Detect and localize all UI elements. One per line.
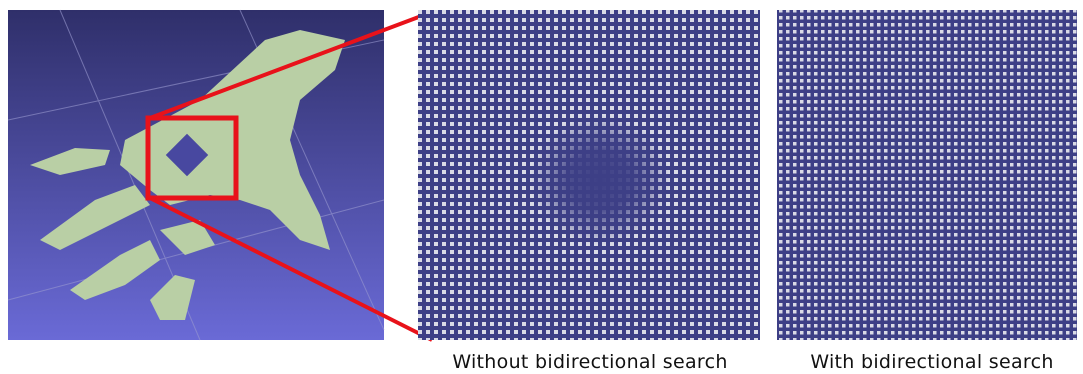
caption: With bidirectional search (810, 351, 1053, 373)
scan-view (8, 10, 432, 340)
zoom-with (777, 10, 1077, 340)
caption: Without bidirectional search (452, 351, 727, 373)
zoom-without (418, 10, 760, 340)
figure: Without bidirectional search With bidire… (0, 0, 1083, 374)
